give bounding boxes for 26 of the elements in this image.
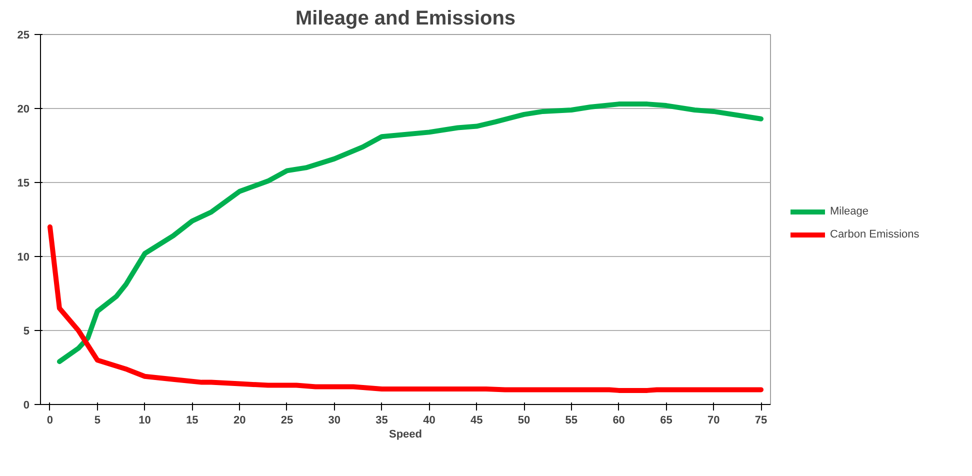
y-tick-label: 15 bbox=[17, 178, 30, 190]
x-tick-label: 35 bbox=[376, 414, 388, 426]
y-tick-label: 10 bbox=[17, 252, 30, 264]
y-tick-label: 20 bbox=[17, 104, 30, 116]
x-tick-label: 55 bbox=[565, 414, 578, 426]
x-tick-label: 30 bbox=[328, 414, 341, 426]
x-tick-label: 45 bbox=[470, 414, 483, 426]
y-tick-label: 0 bbox=[23, 400, 30, 412]
x-tick-label: 15 bbox=[186, 414, 198, 426]
x-tick-label: 5 bbox=[94, 414, 100, 426]
x-tick-label: 10 bbox=[138, 414, 151, 426]
x-tick-label: 60 bbox=[612, 414, 625, 426]
x-tick-label: 0 bbox=[46, 414, 54, 426]
legend-label: Mileage bbox=[830, 205, 869, 217]
x-tick-label: 40 bbox=[423, 414, 436, 426]
x-tick-label: 20 bbox=[233, 414, 246, 426]
x-tick-label: 65 bbox=[660, 414, 672, 426]
y-tick-label: 5 bbox=[23, 326, 30, 338]
legend-label: Carbon Emissions bbox=[830, 228, 920, 240]
x-tick-label: 50 bbox=[518, 414, 530, 426]
x-tick-label: 75 bbox=[754, 414, 768, 426]
chart-title: Mileage and Emissions bbox=[295, 8, 516, 30]
x-tick-label: 25 bbox=[280, 414, 294, 426]
x-tick-label: 70 bbox=[708, 414, 720, 426]
x-axis-title: Speed bbox=[388, 428, 422, 440]
y-tick-label: 25 bbox=[17, 30, 30, 42]
